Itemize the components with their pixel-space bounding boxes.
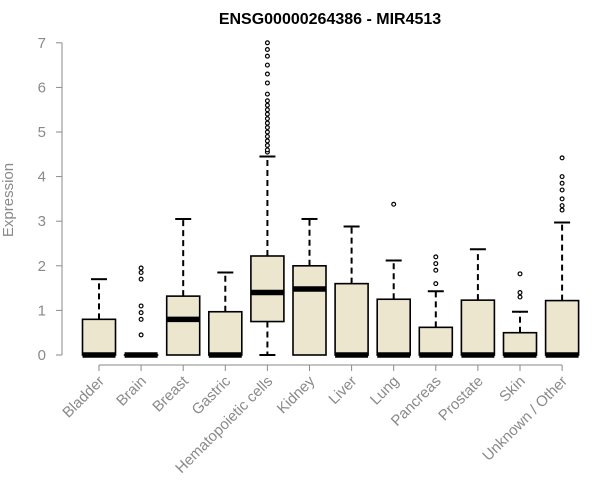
- box-iqr: [502, 331, 538, 356]
- x-tick-label: Kidney: [274, 372, 319, 417]
- outlier-point: [559, 196, 565, 202]
- outlier-point: [559, 187, 565, 193]
- outlier-point: [517, 294, 523, 300]
- outlier-point: [264, 46, 270, 52]
- chart-title: ENSG00000264386 - MIR4513: [219, 11, 441, 28]
- outlier-point: [138, 269, 144, 275]
- box-liver: [334, 225, 369, 358]
- y-tick-label: 1: [38, 302, 46, 319]
- outlier-point: [264, 147, 270, 153]
- outlier-point: [264, 80, 270, 86]
- outlier-point: [559, 203, 565, 209]
- y-tick-label: 7: [38, 35, 46, 52]
- box-iqr: [208, 310, 243, 356]
- outlier-point: [264, 125, 270, 131]
- outlier-point: [138, 303, 144, 309]
- y-tick-label: 6: [38, 79, 46, 96]
- box-iqr: [250, 255, 285, 323]
- boxes-group: [81, 40, 580, 358]
- outlier-point: [264, 53, 270, 59]
- box-brain: [123, 265, 159, 358]
- outlier-point: [264, 102, 270, 108]
- box-skin: [502, 271, 538, 358]
- outlier-point: [517, 271, 523, 277]
- box-unknown-other: [544, 155, 580, 358]
- outlier-point: [138, 310, 144, 316]
- box-iqr: [418, 326, 454, 356]
- x-tick-label: Breast: [149, 372, 192, 415]
- box-breast: [165, 217, 201, 356]
- outlier-point: [264, 116, 270, 122]
- box-iqr: [81, 318, 117, 356]
- box-pancreas: [418, 254, 454, 358]
- outlier-point: [264, 98, 270, 104]
- y-tick-label: 4: [38, 169, 46, 186]
- y-axis-label: Expression: [0, 163, 17, 237]
- outlier-point: [559, 180, 565, 186]
- outlier-point: [264, 111, 270, 117]
- outlier-point: [138, 332, 144, 338]
- outlier-point: [433, 261, 439, 267]
- box-bladder: [81, 278, 117, 358]
- outlier-point: [264, 142, 270, 148]
- outlier-point: [559, 155, 565, 161]
- outlier-point: [264, 138, 270, 144]
- outlier-point: [138, 316, 144, 322]
- outlier-point: [433, 281, 439, 287]
- outlier-point: [391, 201, 397, 207]
- outlier-point: [264, 129, 270, 135]
- outlier-point: [264, 40, 270, 46]
- outlier-point: [138, 265, 144, 271]
- outlier-point: [264, 62, 270, 68]
- outlier-point: [433, 254, 439, 260]
- x-tick-label: Prostate: [435, 373, 487, 425]
- outlier-point: [264, 91, 270, 97]
- box-iqr: [376, 298, 412, 356]
- outlier-point: [264, 133, 270, 139]
- box-iqr: [460, 299, 496, 356]
- box-iqr: [544, 299, 580, 356]
- y-tick-label: 5: [38, 124, 46, 141]
- box-kidney: [292, 217, 327, 356]
- outlier-point: [559, 174, 565, 180]
- box-hematopoietic-cells: [250, 40, 285, 356]
- x-tick-label: Lung: [367, 373, 403, 409]
- x-tick-label: Skin: [496, 373, 529, 406]
- outlier-point: [559, 207, 565, 213]
- y-tick-label: 2: [38, 258, 46, 275]
- x-tick-label: Liver: [325, 373, 360, 408]
- box-gastric: [208, 271, 243, 358]
- x-tick-label: Brain: [113, 373, 150, 410]
- box-lung: [376, 201, 412, 358]
- outlier-point: [433, 267, 439, 273]
- box-iqr: [334, 282, 369, 356]
- x-tick-label: Bladder: [59, 373, 108, 422]
- box-iqr: [292, 264, 327, 356]
- y-axis: 0 1 2 3 4 5 6 7: [38, 35, 63, 364]
- box-iqr: [165, 295, 201, 356]
- outlier-point: [138, 276, 144, 282]
- outlier-point: [264, 71, 270, 77]
- y-tick-label: 3: [38, 213, 46, 230]
- y-tick-label: 0: [38, 347, 46, 364]
- box-prostate: [460, 248, 496, 358]
- outlier-point: [264, 120, 270, 126]
- outlier-point: [264, 107, 270, 113]
- outlier-point: [517, 290, 523, 296]
